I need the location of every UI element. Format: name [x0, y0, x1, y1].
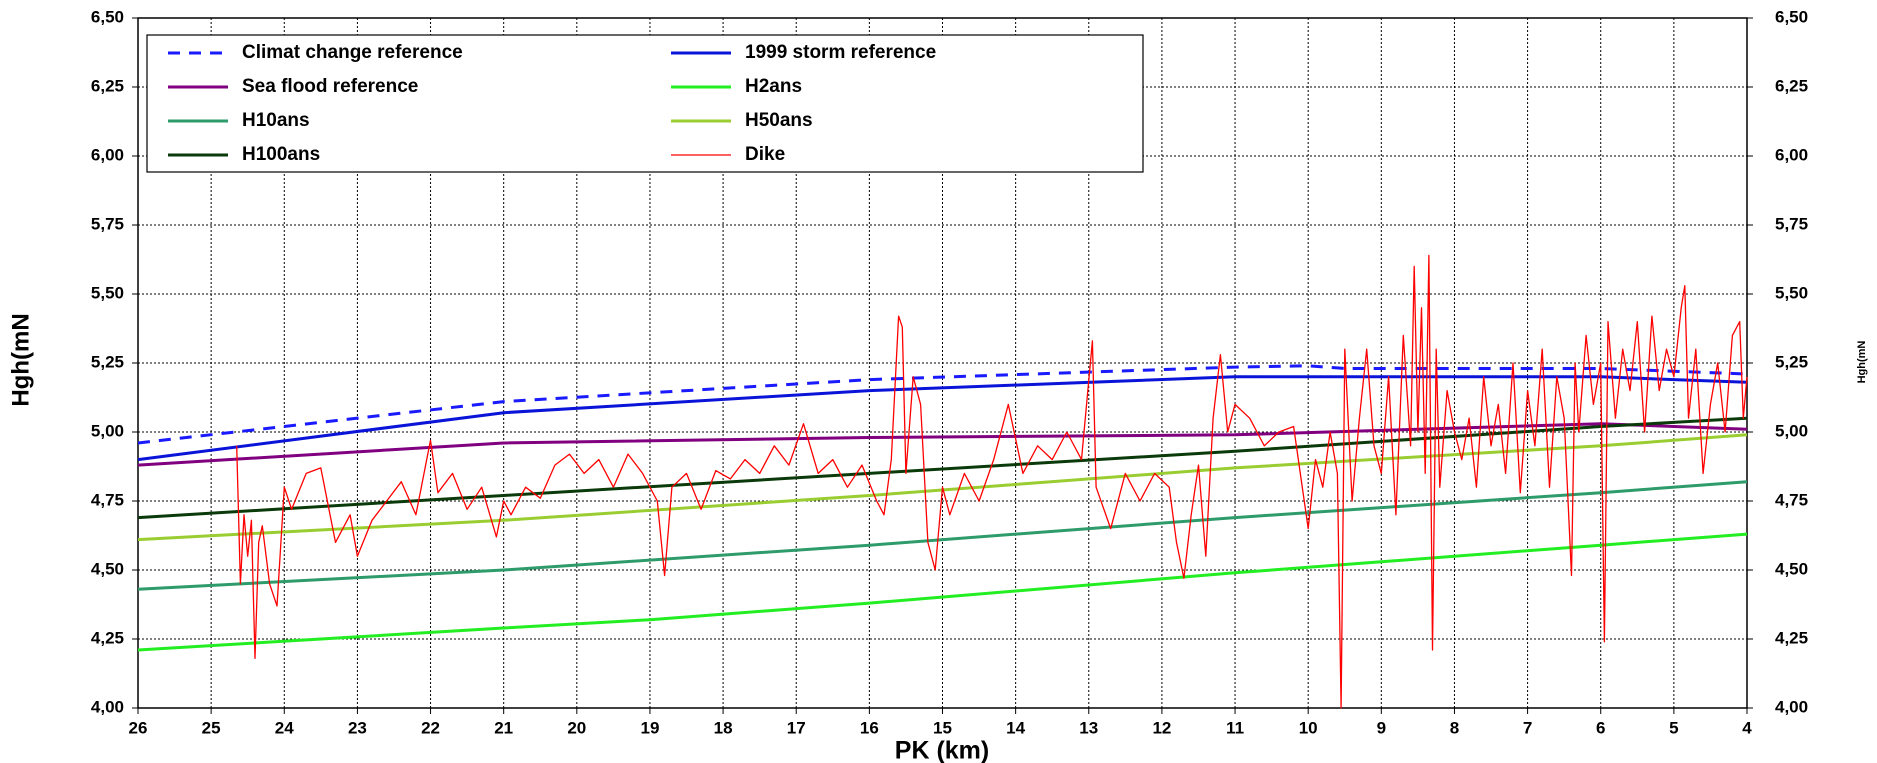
x-tick-label: 26	[129, 718, 148, 737]
y2-tick-label: 5,25	[1775, 352, 1808, 371]
legend-label: 1999 storm reference	[745, 42, 936, 63]
y-tick-label: 5,75	[91, 214, 124, 233]
x-tick-label: 25	[202, 718, 221, 737]
x-tick-label: 9	[1377, 718, 1386, 737]
y2-axis-label: Hgh(mN	[1856, 341, 1868, 384]
y2-tick-label: 4,25	[1775, 628, 1808, 647]
y-tick-label: 5,25	[91, 352, 124, 371]
series-line	[137, 364, 1748, 445]
x-tick-label: 12	[1152, 718, 1171, 737]
x-tick-label: 18	[714, 718, 733, 737]
x-tick-label: 15	[933, 718, 952, 737]
y2-tick-label: 4,50	[1775, 559, 1808, 578]
x-tick-label: 11	[1226, 718, 1244, 737]
x-tick-label: 20	[567, 718, 586, 737]
x-tick-label: 8	[1450, 718, 1459, 737]
y-tick-label: 6,00	[91, 145, 124, 164]
y-axis-label: Hgh(mN	[7, 313, 34, 406]
legend-label: H100ans	[242, 144, 320, 165]
x-tick-label: 7	[1523, 718, 1532, 737]
legend-label: Climat change reference	[242, 42, 463, 63]
x-tick-label: 17	[787, 718, 806, 737]
legend-label: H10ans	[242, 110, 310, 131]
x-tick-label: 13	[1079, 718, 1098, 737]
y2-tick-label: 6,50	[1775, 7, 1808, 26]
series-line	[137, 375, 1748, 462]
y2-tick-label: 4,75	[1775, 490, 1808, 509]
y-tick-label: 4,25	[91, 628, 124, 647]
x-tick-label: 22	[421, 718, 440, 737]
y-tick-label: 4,50	[91, 559, 124, 578]
series-line	[236, 254, 1748, 709]
x-tick-label: 23	[348, 718, 367, 737]
x-axis-label: PK (km)	[895, 737, 989, 763]
x-tick-label: 24	[275, 718, 294, 737]
plot-frame	[137, 17, 1748, 709]
y-tick-label: 6,25	[91, 76, 124, 95]
y2-tick-label: 5,00	[1775, 421, 1808, 440]
series-line	[137, 416, 1748, 520]
x-tick-label: 19	[640, 718, 659, 737]
series-line	[137, 480, 1748, 591]
y-tick-label: 4,75	[91, 490, 124, 509]
y2-tick-label: 5,75	[1775, 214, 1808, 233]
legend-box	[146, 34, 1144, 173]
y-tick-label: 4,00	[91, 697, 124, 716]
y-tick-label: 5,50	[91, 283, 124, 302]
x-tick-label: 14	[1006, 718, 1025, 737]
x-tick-label: 10	[1299, 718, 1318, 737]
legend-label: Sea flood reference	[242, 76, 418, 97]
series-line	[137, 433, 1748, 542]
y2-tick-label: 6,00	[1775, 145, 1808, 164]
legend-label: H50ans	[745, 110, 813, 131]
x-tick-label: 21	[494, 718, 513, 737]
series-line	[137, 532, 1748, 652]
y2-tick-label: 4,00	[1775, 697, 1808, 716]
x-tick-label: 16	[860, 718, 879, 737]
y2-tick-label: 6,25	[1775, 76, 1808, 95]
x-tick-label: 4	[1742, 718, 1752, 737]
y-tick-label: 5,00	[91, 421, 124, 440]
x-tick-label: 6	[1596, 718, 1605, 737]
x-tick-label: 5	[1669, 718, 1678, 737]
y2-tick-label: 5,50	[1775, 283, 1808, 302]
legend-label: Dike	[745, 144, 785, 165]
y-tick-label: 6,50	[91, 7, 124, 26]
legend-label: H2ans	[745, 76, 802, 97]
